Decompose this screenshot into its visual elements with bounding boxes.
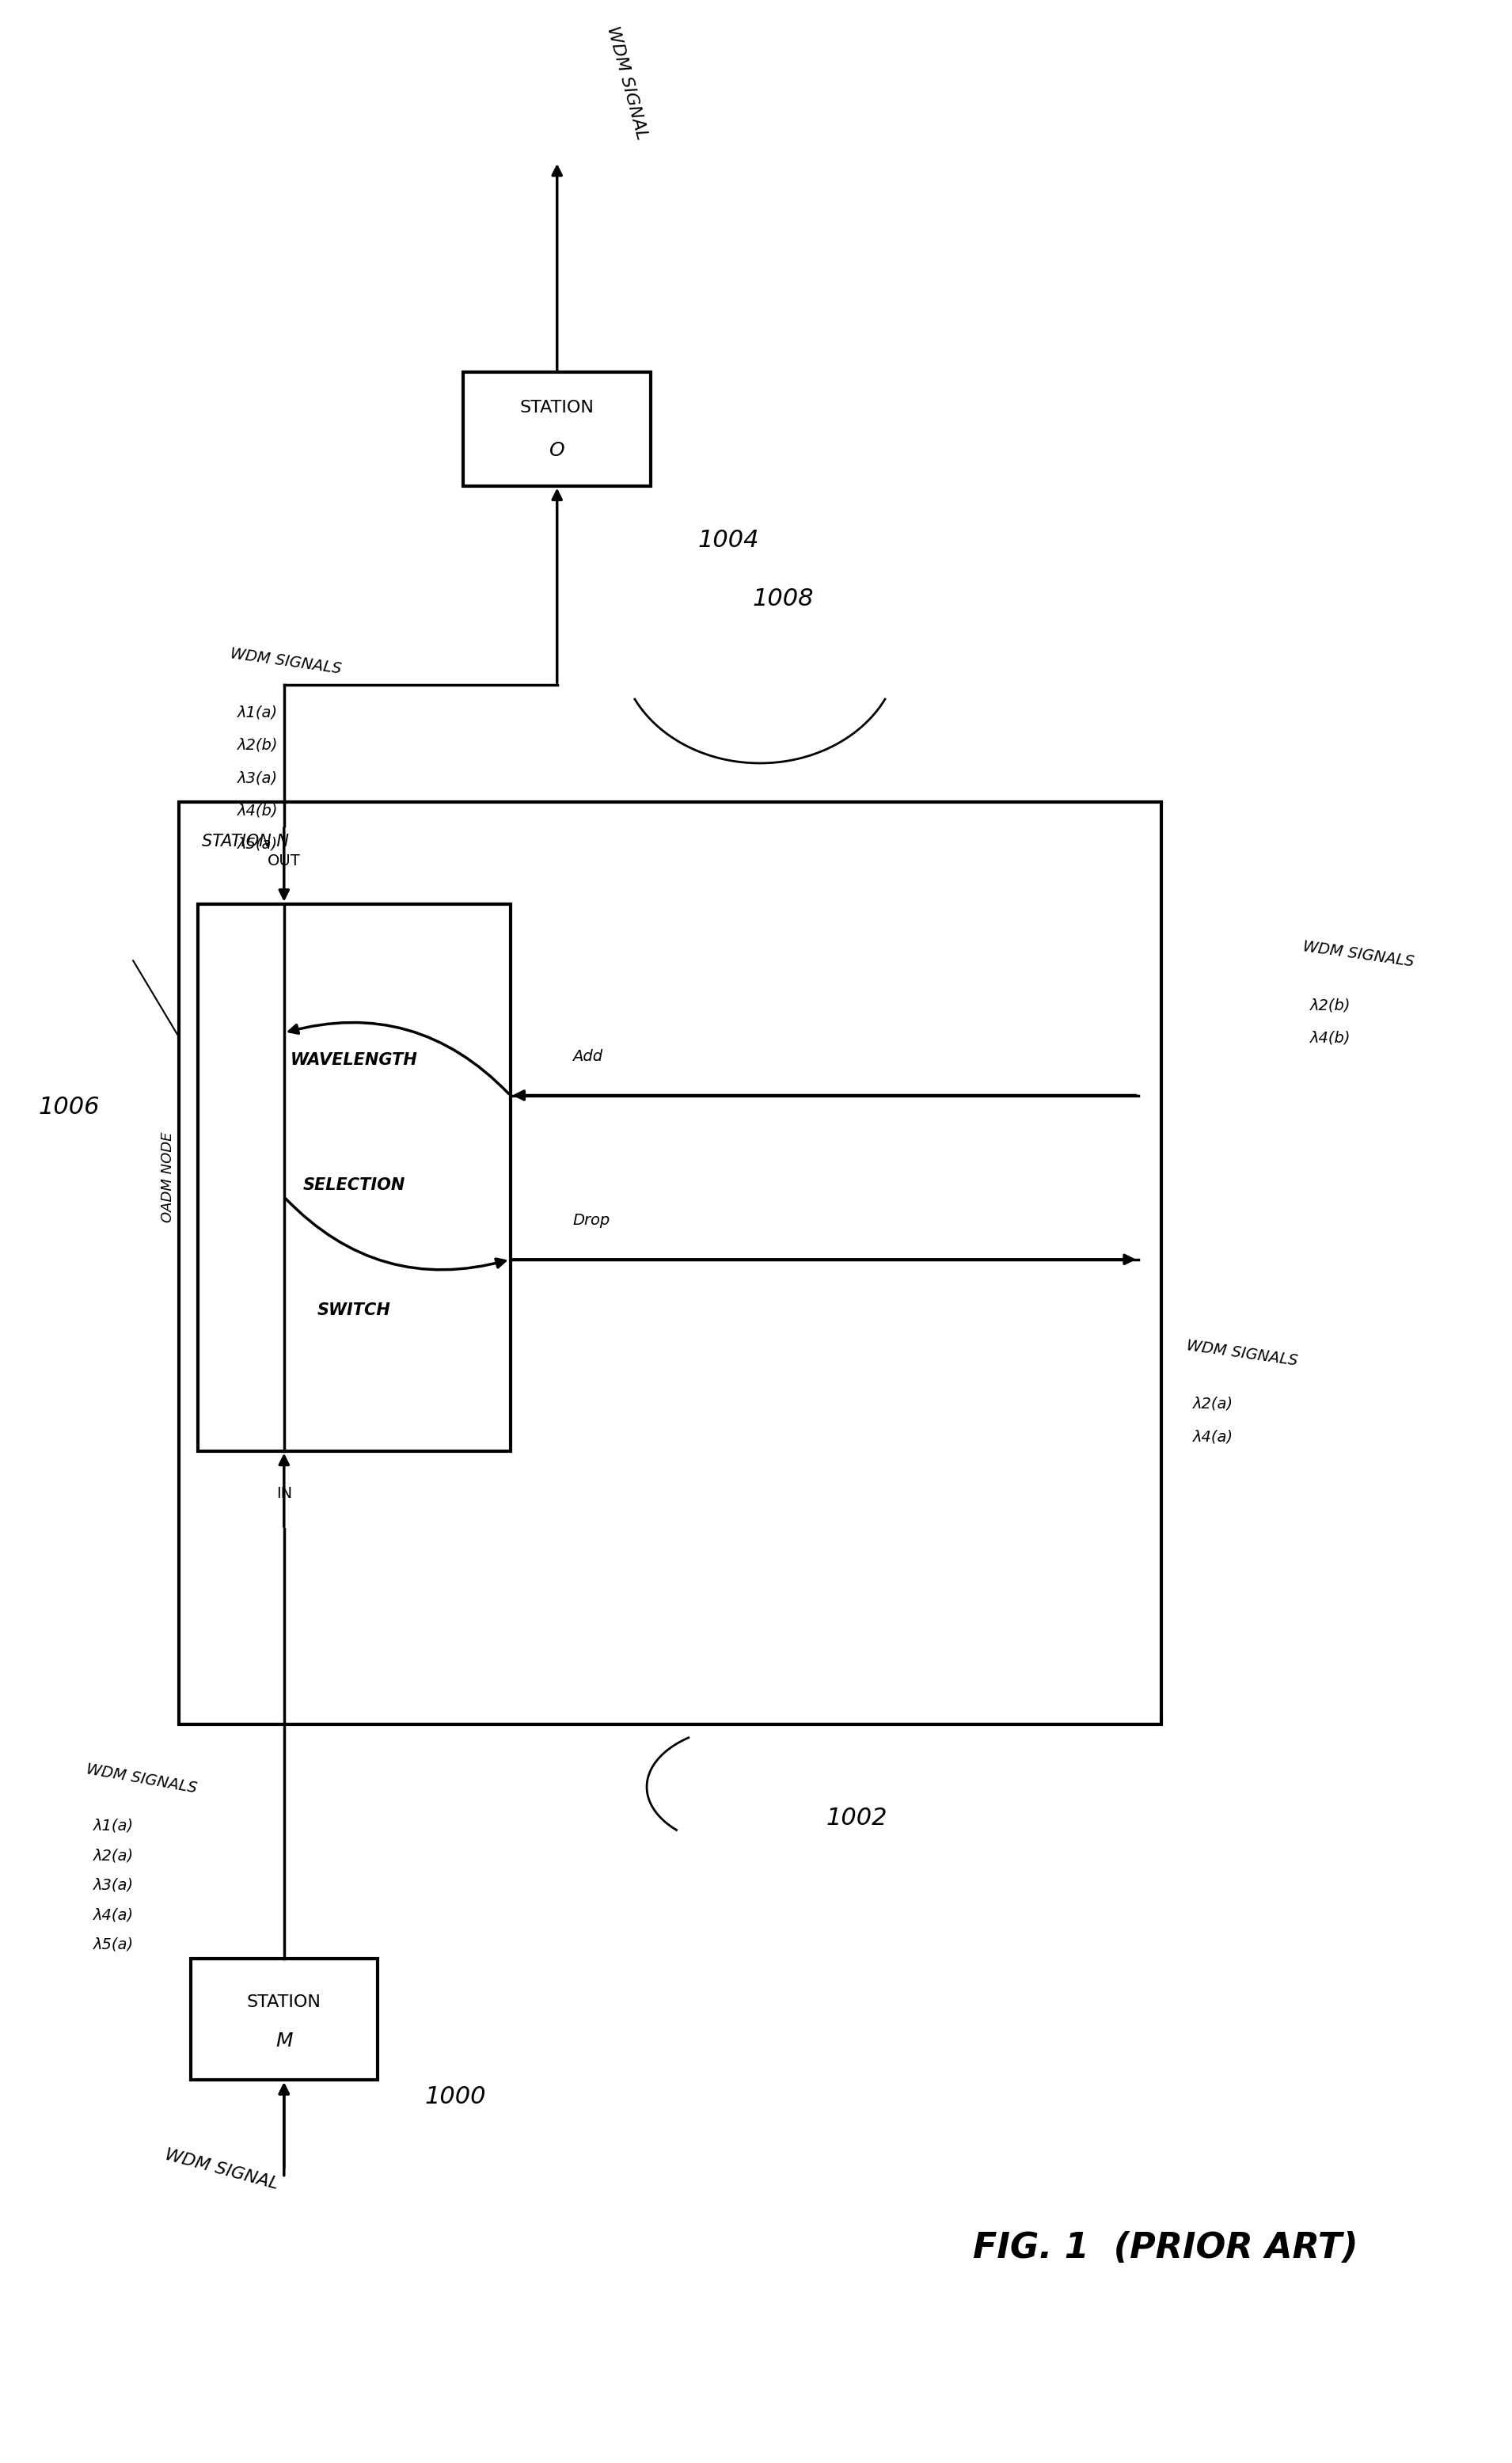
Bar bbox=[464, 372, 650, 485]
Text: Drop: Drop bbox=[573, 1212, 609, 1229]
Text: Add: Add bbox=[573, 1049, 603, 1064]
Text: WDM SIGNAL: WDM SIGNAL bbox=[163, 2148, 280, 2192]
Text: λ5(a): λ5(a) bbox=[92, 1938, 133, 1953]
Text: WDM SIGNAL: WDM SIGNAL bbox=[603, 25, 650, 143]
Text: WDM SIGNALS: WDM SIGNALS bbox=[1185, 1337, 1299, 1369]
Text: STATION: STATION bbox=[520, 399, 594, 416]
Text: STATION N: STATION N bbox=[203, 832, 289, 850]
Text: 1004: 1004 bbox=[697, 530, 759, 552]
Text: λ2(b): λ2(b) bbox=[1309, 998, 1350, 1012]
Bar bbox=[198, 904, 510, 1451]
Text: 1006: 1006 bbox=[38, 1096, 100, 1118]
Text: M: M bbox=[275, 2032, 293, 2049]
Text: λ2(a): λ2(a) bbox=[1193, 1397, 1234, 1411]
Text: O: O bbox=[549, 441, 565, 461]
Text: λ2(b): λ2(b) bbox=[237, 739, 278, 754]
Text: λ2(a): λ2(a) bbox=[92, 1847, 133, 1862]
Bar bbox=[178, 803, 1161, 1724]
Text: SELECTION: SELECTION bbox=[302, 1177, 405, 1192]
Bar bbox=[191, 1958, 378, 2081]
Text: IN: IN bbox=[277, 1485, 292, 1502]
Text: 1002: 1002 bbox=[826, 1808, 888, 1830]
Text: λ1(a): λ1(a) bbox=[92, 1818, 133, 1832]
Text: WDM SIGNALS: WDM SIGNALS bbox=[85, 1761, 198, 1796]
Text: OUT: OUT bbox=[268, 852, 301, 869]
Text: λ3(a): λ3(a) bbox=[237, 771, 278, 786]
Text: STATION: STATION bbox=[246, 1995, 321, 2010]
Text: λ4(b): λ4(b) bbox=[237, 803, 278, 818]
Text: λ3(a): λ3(a) bbox=[92, 1877, 133, 1894]
Text: WDM SIGNALS: WDM SIGNALS bbox=[1302, 938, 1415, 970]
Text: λ4(b): λ4(b) bbox=[1309, 1030, 1350, 1047]
Text: 1000: 1000 bbox=[425, 2086, 485, 2108]
Text: λ1(a): λ1(a) bbox=[237, 704, 278, 719]
Text: λ4(a): λ4(a) bbox=[92, 1909, 133, 1924]
Text: WAVELENGTH: WAVELENGTH bbox=[290, 1052, 417, 1069]
Text: λ4(a): λ4(a) bbox=[1193, 1429, 1234, 1443]
Text: SWITCH: SWITCH bbox=[318, 1303, 392, 1318]
Text: FIG. 1  (PRIOR ART): FIG. 1 (PRIOR ART) bbox=[972, 2231, 1358, 2266]
Text: OADM NODE: OADM NODE bbox=[160, 1133, 175, 1222]
Text: WDM SIGNALS: WDM SIGNALS bbox=[230, 645, 343, 677]
Text: λ5(a): λ5(a) bbox=[237, 835, 278, 852]
Text: 1008: 1008 bbox=[751, 589, 813, 611]
